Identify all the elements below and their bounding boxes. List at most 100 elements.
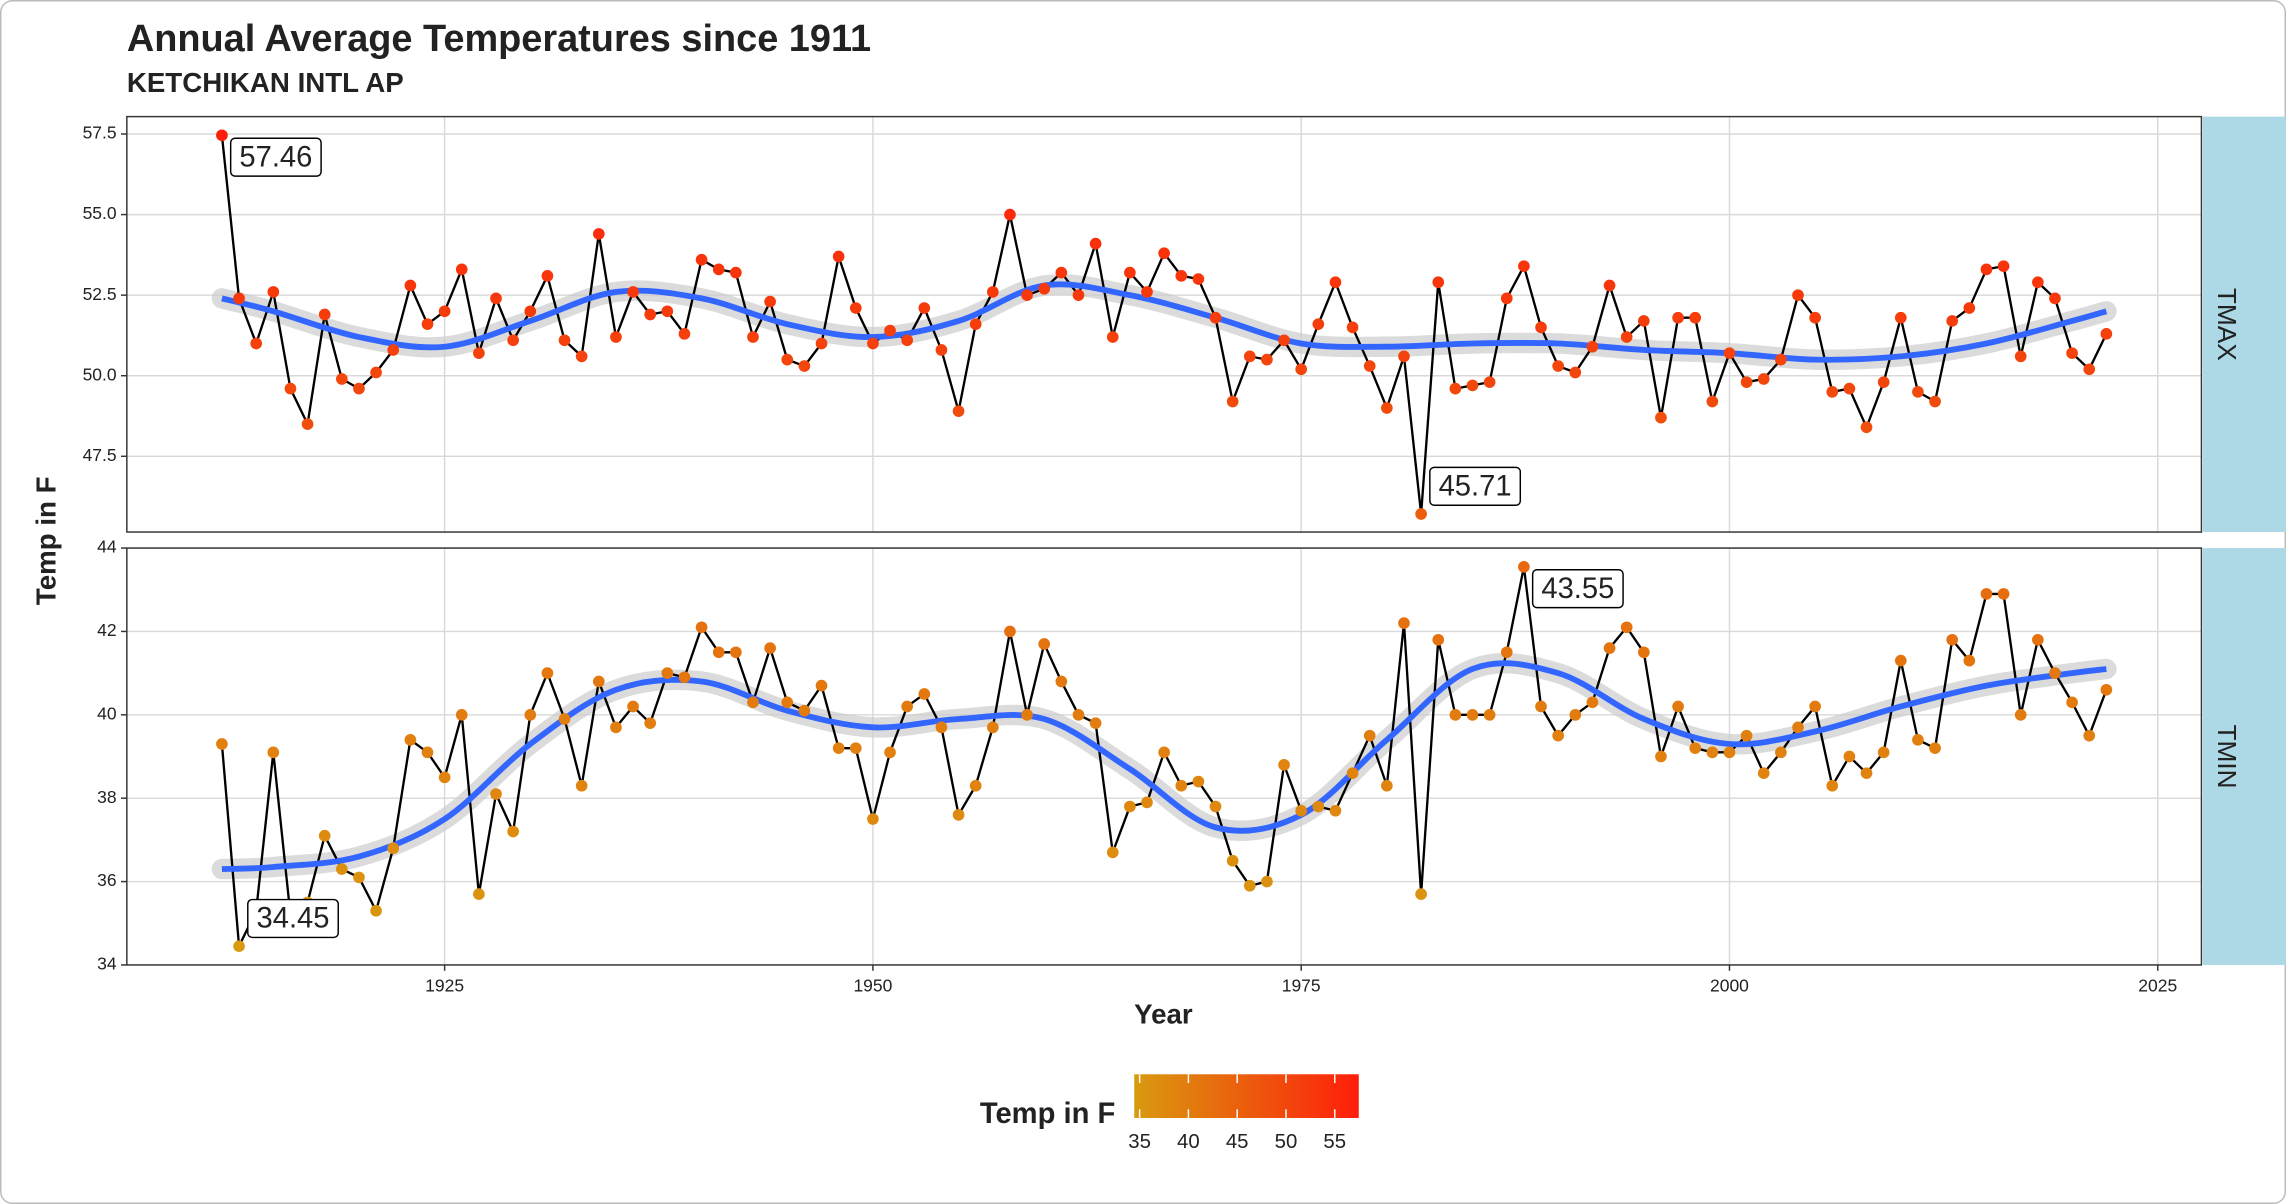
data-point xyxy=(1466,379,1479,392)
data-point xyxy=(1912,734,1924,746)
data-point xyxy=(1381,402,1393,414)
data-point xyxy=(1415,508,1427,520)
colorbar xyxy=(1134,1074,1359,1118)
data-point xyxy=(884,746,896,759)
data-point xyxy=(798,360,811,372)
data-point xyxy=(318,308,331,321)
data-point xyxy=(935,344,948,356)
data-point xyxy=(1689,311,1702,324)
smooth-line xyxy=(221,660,2107,872)
data-point xyxy=(1980,263,1993,276)
chart-subtitle: KETCHIKAN INTL AP xyxy=(127,67,404,98)
data-point xyxy=(730,646,742,659)
data-point xyxy=(1637,315,1650,327)
data-point xyxy=(815,679,828,692)
data-point xyxy=(901,334,914,347)
point-label: 57.46 xyxy=(239,141,312,173)
data-point xyxy=(764,295,776,308)
data-point xyxy=(267,286,280,298)
data-point xyxy=(1569,708,1582,721)
data-point xyxy=(1723,347,1736,359)
panel-background xyxy=(126,116,2202,533)
data-point xyxy=(2049,292,2061,305)
colorbar-tick-label: 35 xyxy=(1128,1131,1151,1153)
data-point xyxy=(524,305,537,318)
data-point xyxy=(1432,276,1445,289)
data-point xyxy=(1021,708,1033,721)
data-point xyxy=(1295,363,1308,376)
data-point xyxy=(1518,260,1530,272)
data-point xyxy=(952,405,965,418)
data-point xyxy=(267,746,280,759)
data-point xyxy=(250,337,263,350)
data-point xyxy=(1141,286,1153,298)
data-point xyxy=(2066,696,2078,709)
data-point xyxy=(575,779,588,792)
data-point xyxy=(610,331,622,343)
point-label: 34.45 xyxy=(257,903,330,935)
data-point xyxy=(2032,633,2044,646)
data-point xyxy=(2083,363,2096,376)
data-point xyxy=(1929,395,1941,408)
data-point xyxy=(1381,779,1393,792)
data-point xyxy=(370,904,382,917)
data-point xyxy=(1809,700,1821,713)
facet-strip xyxy=(2202,116,2286,533)
data-point xyxy=(1398,350,1410,363)
data-point xyxy=(764,642,776,654)
data-point xyxy=(1295,804,1308,817)
data-point xyxy=(644,308,657,321)
chart-title: Annual Average Temperatures since 1911 xyxy=(127,18,871,60)
data-point xyxy=(1398,617,1410,629)
data-point xyxy=(832,742,845,755)
data-point xyxy=(1106,846,1119,859)
y-tick-label: 57.5 xyxy=(83,123,117,143)
data-point xyxy=(1603,279,1616,292)
data-point xyxy=(421,746,434,759)
data-point xyxy=(438,771,451,784)
y-tick-label: 40 xyxy=(97,703,117,723)
data-point xyxy=(1346,767,1359,780)
data-point xyxy=(1860,767,1873,780)
data-point xyxy=(1055,675,1068,688)
data-point xyxy=(1021,289,1033,301)
y-tick-label: 55.0 xyxy=(83,203,117,223)
x-tick-label: 1950 xyxy=(853,975,892,995)
data-point xyxy=(1004,208,1016,221)
x-axis-label: Year xyxy=(1134,998,1193,1029)
data-point xyxy=(1620,621,1633,634)
data-point xyxy=(558,713,571,725)
data-point xyxy=(233,292,245,305)
data-point xyxy=(1312,318,1325,330)
data-point xyxy=(336,863,348,875)
data-point xyxy=(1894,311,1907,324)
data-point xyxy=(1089,237,1102,250)
data-point xyxy=(473,888,485,900)
data-point xyxy=(695,621,708,634)
data-point xyxy=(798,704,811,717)
data-point xyxy=(438,305,451,318)
facet-label: TMAX xyxy=(2212,288,2242,361)
point-label-box xyxy=(229,137,322,177)
data-point xyxy=(1569,366,1582,379)
data-point xyxy=(1449,382,1462,395)
data-point xyxy=(284,382,297,395)
y-tick-label: 42 xyxy=(97,620,116,640)
data-point xyxy=(1946,315,1959,327)
y-tick-label: 44 xyxy=(97,537,117,557)
data-point xyxy=(867,813,879,825)
data-point xyxy=(1209,800,1222,813)
data-point xyxy=(1209,311,1222,324)
data-point xyxy=(1329,804,1342,817)
data-point xyxy=(1226,854,1239,867)
y-tick-label: 38 xyxy=(97,787,116,807)
data-point xyxy=(1672,700,1684,713)
data-point xyxy=(1723,746,1736,759)
y-axis-label: Temp in F xyxy=(30,476,61,605)
data-point xyxy=(1912,386,1924,398)
data-point xyxy=(353,382,365,395)
data-point xyxy=(1483,376,1496,389)
data-point xyxy=(541,269,554,282)
data-point xyxy=(1243,350,1256,363)
data-point xyxy=(986,286,999,298)
